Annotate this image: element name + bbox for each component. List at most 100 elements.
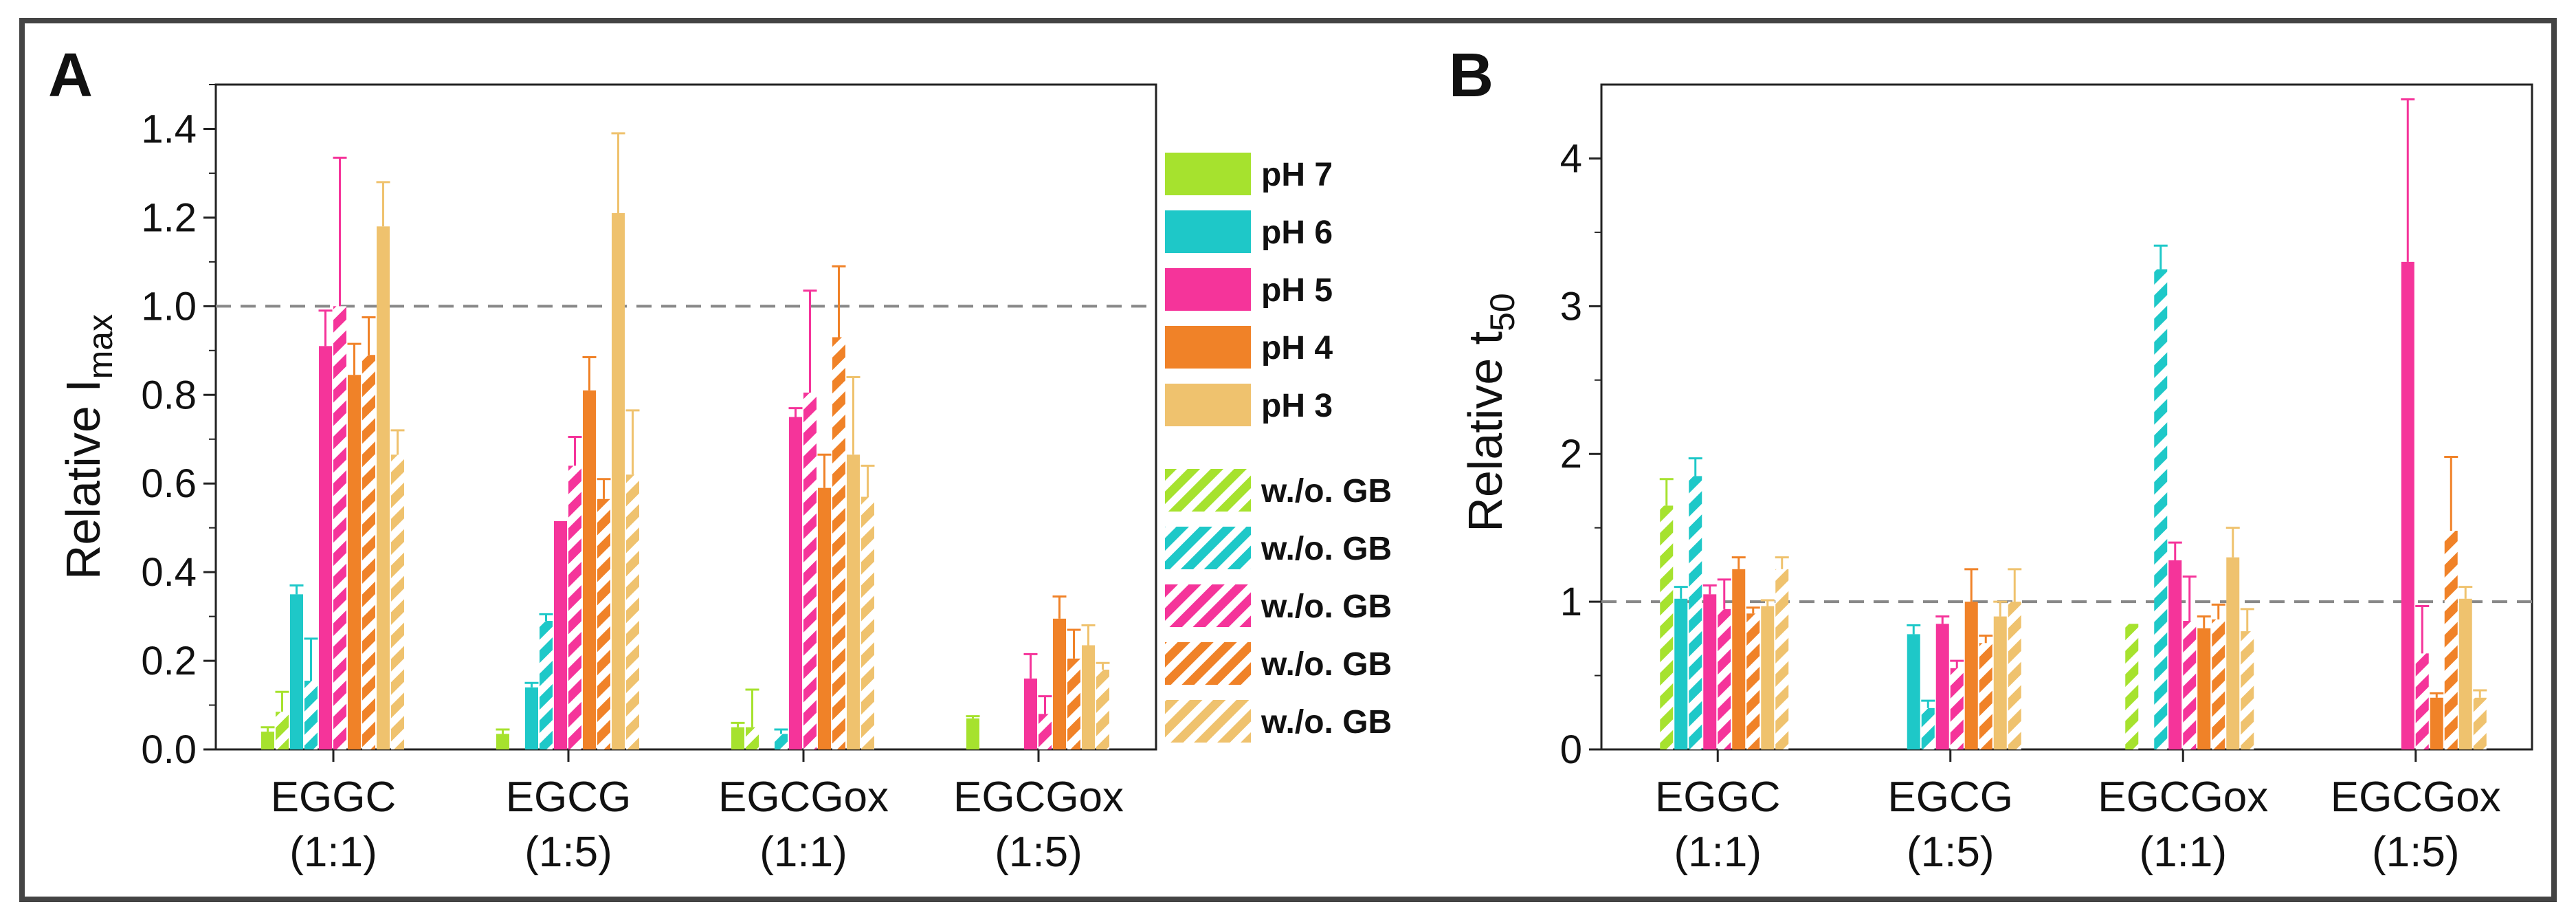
y-tick-label: 4 <box>1560 136 1582 181</box>
bar-ph-3-1 <box>1993 616 2007 749</box>
y-tick-label: 0.2 <box>141 639 197 683</box>
panel-a-label: A <box>48 41 93 110</box>
category-ratio: (1:1) <box>289 828 377 876</box>
bar-ph-4-1 <box>583 390 596 749</box>
y-tick-label: 1.0 <box>141 284 197 329</box>
bar-ph-3-w-o-gb-3 <box>1096 669 1109 749</box>
legend-label: pH 3 <box>1261 388 1333 424</box>
bar-ph-6-0 <box>290 594 303 749</box>
bar-ph-6-w-o-gb-2 <box>775 734 788 749</box>
bar-ph-7-w-o-gb-0 <box>276 712 289 749</box>
bar-ph-5-0 <box>319 346 332 749</box>
y-tick-label: 0.6 <box>141 461 197 506</box>
bar-ph-4-w-o-gb-0 <box>362 355 375 749</box>
category-name: EGGC <box>1655 773 1781 821</box>
bar-ph-3-w-o-gb-1 <box>626 474 639 749</box>
bar-ph-3-3 <box>1082 645 1095 749</box>
bar-ph-5-3 <box>2401 261 2414 749</box>
bar-ph-6-w-o-gb-0 <box>304 681 318 749</box>
bar-ph-6-0 <box>1674 598 1688 749</box>
bar-ph-4-3 <box>2430 697 2443 749</box>
bar-ph-4-w-o-gb-2 <box>2212 619 2225 749</box>
category-name: EGCGox <box>2331 773 2501 821</box>
bar-ph-4-w-o-gb-0 <box>1746 613 1760 749</box>
bar-ph-5-w-o-gb-2 <box>803 393 817 749</box>
bar-ph-5-w-o-gb-0 <box>1718 608 1731 749</box>
legend-swatch-hatched <box>1165 584 1251 627</box>
bar-ph-5-1 <box>1935 624 1949 749</box>
legend-label: pH 4 <box>1261 330 1333 366</box>
bar-ph-3-w-o-gb-3 <box>2473 697 2487 749</box>
bar-ph-5-w-o-gb-0 <box>333 306 346 749</box>
bar-ph-4-w-o-gb-1 <box>597 498 610 749</box>
legend: pH 7 pH 6 pH 5 pH 4 pH 3 w./o. GB w./o. GB w./o… <box>1165 153 1392 743</box>
bar-ph-7-w-o-gb-2 <box>2125 624 2139 749</box>
category-ratio: (1:5) <box>1907 828 1994 876</box>
panel-a-plot-frame <box>214 83 1157 751</box>
category-ratio: (1:5) <box>995 828 1082 876</box>
bar-ph-7-2 <box>731 727 744 749</box>
y-tick-label: 2 <box>1560 432 1582 476</box>
legend-label: pH 5 <box>1261 272 1333 309</box>
legend-swatch-hatched <box>1165 642 1251 685</box>
bar-ph-4-w-o-gb-2 <box>832 337 845 750</box>
legend-swatch-solid <box>1165 326 1251 369</box>
panel-b-label: B <box>1449 41 1494 110</box>
legend-swatch-solid <box>1165 384 1251 426</box>
legend-label: w./o. GB <box>1261 646 1392 683</box>
bar-ph-6-1 <box>1907 634 1920 749</box>
bar-ph-4-2 <box>2197 628 2211 749</box>
bar-ph-3-w-o-gb-0 <box>391 454 404 749</box>
bar-ph-5-w-o-gb-3 <box>1039 714 1052 749</box>
bar-ph-7-0 <box>261 732 274 749</box>
panel-b: B 0 1 2 3 4 EGGC (1:1) EGCG (1:5) EGCGox (1:1) EGC… <box>1449 41 2533 876</box>
bar-ph-6-w-o-gb-1 <box>540 621 553 749</box>
bar-ph-3-3 <box>2458 598 2472 749</box>
bar-ph-3-w-o-gb-0 <box>1775 569 1789 749</box>
bar-ph-5-1 <box>554 520 567 749</box>
bar-ph-7-3 <box>966 718 979 749</box>
legend-label: pH 7 <box>1261 157 1333 193</box>
bar-ph-4-w-o-gb-1 <box>1979 643 1992 749</box>
bar-ph-7-w-o-gb-0 <box>1660 505 1674 749</box>
panel-b-y-axis-label: Relative t50 <box>1458 293 1522 531</box>
category-ratio: (1:1) <box>2140 828 2227 876</box>
legend-label: pH 6 <box>1261 215 1333 251</box>
category-name: EGGC <box>271 773 397 821</box>
bar-ph-4-w-o-gb-3 <box>2444 530 2458 749</box>
y-tick-label: 0.0 <box>141 727 197 772</box>
y-tick-label: 1.4 <box>141 107 197 151</box>
bar-ph-3-2 <box>847 454 860 749</box>
panel-a-y-axis-label: Relative Imax <box>56 314 120 580</box>
legend-swatch-hatched <box>1165 527 1251 569</box>
y-tick-label: 0.8 <box>141 373 197 417</box>
category-name: EGCGox <box>718 773 889 821</box>
bar-ph-7-1 <box>496 734 509 749</box>
bar-ph-6-w-o-gb-1 <box>1921 707 1935 749</box>
bar-ph-5-0 <box>1703 594 1717 749</box>
legend-label: w./o. GB <box>1261 704 1392 740</box>
category-ratio: (1:5) <box>2372 828 2459 876</box>
bar-ph-4-0 <box>1732 569 1746 749</box>
legend-label: w./o. GB <box>1261 473 1392 509</box>
category-name: EGCG <box>506 773 632 821</box>
legend-swatch-hatched <box>1165 469 1251 512</box>
bar-ph-4-0 <box>348 375 361 749</box>
category-name: EGCGox <box>953 773 1124 821</box>
legend-swatch-solid <box>1165 153 1251 195</box>
bar-ph-3-2 <box>2226 557 2240 749</box>
bar-ph-4-2 <box>818 487 831 749</box>
bar-ph-3-0 <box>1761 606 1775 749</box>
legend-label: w./o. GB <box>1261 531 1392 567</box>
bar-ph-5-w-o-gb-1 <box>568 465 581 749</box>
bar-ph-6-w-o-gb-0 <box>1689 476 1702 749</box>
y-tick-label: 3 <box>1560 284 1582 329</box>
category-ratio: (1:1) <box>1674 828 1762 876</box>
category-ratio: (1:1) <box>759 828 847 876</box>
y-tick-label: 1 <box>1560 580 1582 624</box>
bar-ph-4-3 <box>1053 618 1066 749</box>
bar-ph-6-w-o-gb-2 <box>2154 269 2168 750</box>
y-tick-label: 0 <box>1560 727 1582 772</box>
category-name: EGCGox <box>2098 773 2268 821</box>
